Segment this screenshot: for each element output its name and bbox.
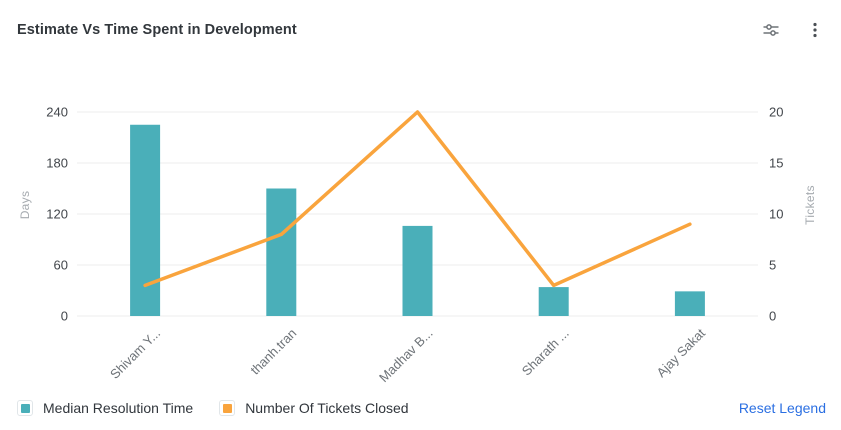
x-axis-label: Sharath ... [519,326,572,379]
reset-legend-link[interactable]: Reset Legend [738,400,826,416]
header-actions [761,20,825,40]
kebab-menu-icon[interactable] [805,20,825,40]
legend-item-number-of-tickets-closed[interactable]: Number Of Tickets Closed [219,400,409,416]
right-axis-tick: 0 [769,309,776,324]
right-axis-title: Tickets [803,185,817,225]
bar-Madhav B... [402,225,433,316]
chart-legend: Median Resolution Time Number Of Tickets… [17,400,739,416]
legend-swatch-bar [17,400,33,416]
right-axis-tick: 20 [769,105,783,120]
legend-swatch-line [219,400,236,416]
legend-item-median-resolution-time[interactable]: Median Resolution Time [17,400,193,416]
filter-sliders-icon[interactable] [761,20,781,40]
legend-label: Median Resolution Time [43,400,194,416]
right-axis-tick: 15 [769,156,783,171]
card-header: Estimate Vs Time Spent in Development [17,18,825,42]
x-axis-label: Ajay Sakat [653,325,708,380]
left-axis-tick: 60 [54,258,68,273]
chart-title: Estimate Vs Time Spent in Development [17,22,297,38]
left-axis-title: Days [18,191,32,220]
card-footer: Median Resolution Time Number Of Tickets… [17,398,826,418]
bar-Shivam Y... [130,124,161,316]
right-axis-tick: 10 [769,207,783,222]
left-axis-tick: 120 [46,207,68,222]
right-axis-tick: 5 [769,258,776,273]
left-axis-tick: 240 [46,105,68,120]
x-axis-label: Shivam Y... [107,326,163,382]
legend-label: Number Of Tickets Closed [245,400,409,416]
x-axis-label: Madhav B... [376,326,436,386]
x-axis-label: thanh.tran [247,326,299,378]
bar-Ajay Sakat [674,291,705,316]
left-axis-tick: 0 [61,309,68,324]
bar-thanh.tran [266,188,297,316]
left-axis-tick: 180 [46,156,68,171]
line-number-of-tickets-closed [143,110,692,288]
bar-Sharath ... [538,287,569,316]
